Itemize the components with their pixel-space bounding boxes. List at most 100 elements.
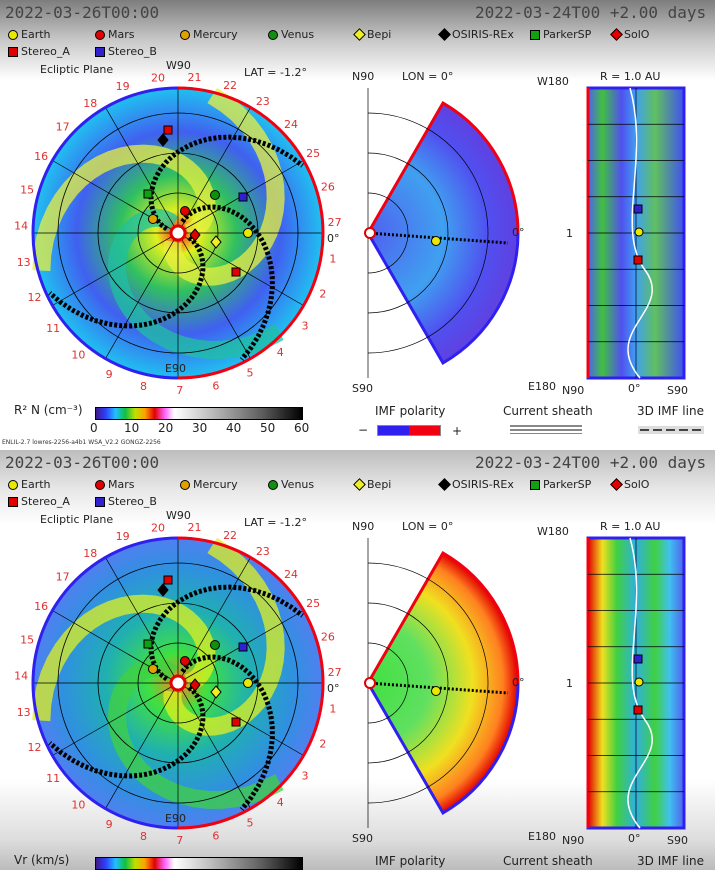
zero-deg-label: 0° bbox=[327, 682, 340, 695]
legend-label: Bepi bbox=[367, 28, 392, 41]
square-marker-icon bbox=[530, 29, 540, 40]
imf-line bbox=[180, 654, 275, 812]
legend-item-bepi: Bepi bbox=[353, 478, 392, 491]
colorbar-tick: 0 bbox=[90, 421, 98, 435]
legend-label: Venus bbox=[281, 478, 315, 491]
map-zero-label: 0° bbox=[628, 832, 641, 845]
current-sheath-line bbox=[627, 87, 653, 379]
legend-item-mars: Mars bbox=[95, 28, 135, 41]
map-n90-label: N90 bbox=[562, 834, 585, 847]
square-marker-icon bbox=[95, 46, 105, 57]
imf-line-label: 3D IMF line bbox=[637, 854, 704, 868]
wedge-rim-negative bbox=[366, 682, 520, 815]
carrington-label: 15 bbox=[20, 184, 34, 197]
current-sheath-line bbox=[627, 537, 653, 829]
legend-item-solo: SolO bbox=[610, 478, 649, 491]
stereo-b-marker bbox=[238, 192, 248, 202]
longitude-label: LON = 0° bbox=[402, 70, 454, 83]
legend-item-parkersp: ParkerSP bbox=[530, 28, 591, 41]
imf-line-label: 3D IMF line bbox=[637, 404, 704, 418]
carrington-label: 18 bbox=[83, 97, 97, 110]
colorbar-label: R² N (cm⁻³) bbox=[14, 403, 83, 417]
diamond-marker-icon bbox=[438, 28, 451, 41]
carrington-label: 27 bbox=[328, 216, 342, 229]
mercury-marker bbox=[148, 214, 158, 224]
radius-label: R = 1.0 AU bbox=[600, 70, 661, 83]
legend-item-earth: Earth bbox=[8, 28, 51, 41]
imf-line bbox=[148, 134, 305, 231]
legend-item-mercury: Mercury bbox=[180, 478, 238, 491]
wedge-zero-label: 0° bbox=[512, 226, 525, 239]
legend-label: Mercury bbox=[193, 478, 238, 491]
legend-label: Earth bbox=[21, 478, 51, 491]
imf-polarity-rim-positive bbox=[177, 86, 325, 380]
carrington-label: 19 bbox=[116, 80, 130, 93]
map-s90-label: S90 bbox=[667, 834, 688, 847]
legend-item-stereo_b: Stereo_B bbox=[95, 495, 157, 508]
wedge-rim-positive bbox=[366, 101, 520, 234]
legend-label: ParkerSP bbox=[543, 478, 592, 491]
sun-icon bbox=[364, 227, 376, 239]
legend-label: ParkerSP bbox=[543, 28, 592, 41]
carrington-label: 23 bbox=[256, 545, 270, 558]
wedge-zero-label: 0° bbox=[512, 676, 525, 689]
circle-marker-icon bbox=[8, 29, 18, 40]
carrington-label: 18 bbox=[83, 547, 97, 560]
carrington-label: 24 bbox=[284, 118, 298, 131]
carrington-label: 9 bbox=[106, 368, 113, 381]
stereo-a-marker bbox=[231, 267, 241, 277]
square-marker-icon bbox=[530, 479, 540, 490]
carrington-label: 12 bbox=[28, 291, 42, 304]
colorbar-tick: 50 bbox=[260, 421, 276, 435]
grid-arc bbox=[367, 112, 489, 354]
imf-line bbox=[148, 584, 305, 681]
legend-label: Mercury bbox=[193, 28, 238, 41]
imf-polarity-swatch bbox=[377, 425, 441, 436]
legend-item-osiris-rex: OSIRIS-REx bbox=[438, 478, 514, 491]
carrington-label: 6 bbox=[212, 379, 219, 392]
carrington-label: 14 bbox=[14, 670, 28, 683]
e180-label: E180 bbox=[528, 830, 556, 843]
carrington-label: 7 bbox=[176, 384, 183, 397]
panel-density: 20 21 22 23 24 25 26 27 1 2 3 4 5 6 7 8 9 10 11 12 13 14 15 16 1… bbox=[0, 0, 715, 450]
square-marker-icon bbox=[8, 46, 18, 57]
diamond-marker-icon bbox=[438, 478, 451, 491]
legend-label: Stereo_B bbox=[108, 495, 157, 508]
w180-label: W180 bbox=[537, 75, 569, 88]
ecliptic-plane-title: Ecliptic Plane bbox=[40, 513, 114, 526]
legend-label: OSIRIS-REx bbox=[452, 478, 514, 491]
carrington-label: 17 bbox=[56, 571, 70, 584]
imf-line bbox=[48, 685, 206, 779]
grid-arc bbox=[367, 152, 449, 314]
earth-marker bbox=[243, 228, 253, 238]
square-marker-icon bbox=[8, 496, 18, 507]
solo-marker bbox=[189, 678, 201, 692]
current-sheath-label: Current sheath bbox=[503, 854, 593, 868]
mercury-marker bbox=[148, 664, 158, 674]
carrington-label: 5 bbox=[247, 817, 254, 830]
colorbar-tick: 30 bbox=[192, 421, 208, 435]
imf-line bbox=[367, 231, 509, 245]
carrington-label: 3 bbox=[301, 319, 308, 332]
legend-item-stereo_a: Stereo_A bbox=[8, 495, 70, 508]
latitude-label: LAT = -1.2° bbox=[244, 66, 307, 79]
osiris-rex-marker bbox=[157, 583, 169, 597]
carrington-label: 15 bbox=[20, 634, 34, 647]
run-time: 2022-03-24T00 +2.00 days bbox=[475, 3, 707, 22]
legend-item-stereo_a: Stereo_A bbox=[8, 45, 70, 58]
carrington-label: 22 bbox=[223, 529, 237, 542]
carrington-label: 7 bbox=[176, 834, 183, 847]
legend-label: Bepi bbox=[367, 478, 392, 491]
stereo-a-marker bbox=[633, 705, 643, 715]
carrington-label: 23 bbox=[256, 95, 270, 108]
carrington-label: 8 bbox=[140, 380, 147, 393]
legend-label: Earth bbox=[21, 28, 51, 41]
carrington-label: 14 bbox=[14, 220, 28, 233]
carrington-label: 17 bbox=[56, 121, 70, 134]
earth-marker bbox=[634, 677, 644, 687]
radius-label: R = 1.0 AU bbox=[600, 520, 661, 533]
carrington-label: 6 bbox=[212, 829, 219, 842]
legend-item-venus: Venus bbox=[268, 28, 314, 41]
w180-label: W180 bbox=[537, 525, 569, 538]
colorbar-tick: 10 bbox=[124, 421, 140, 435]
